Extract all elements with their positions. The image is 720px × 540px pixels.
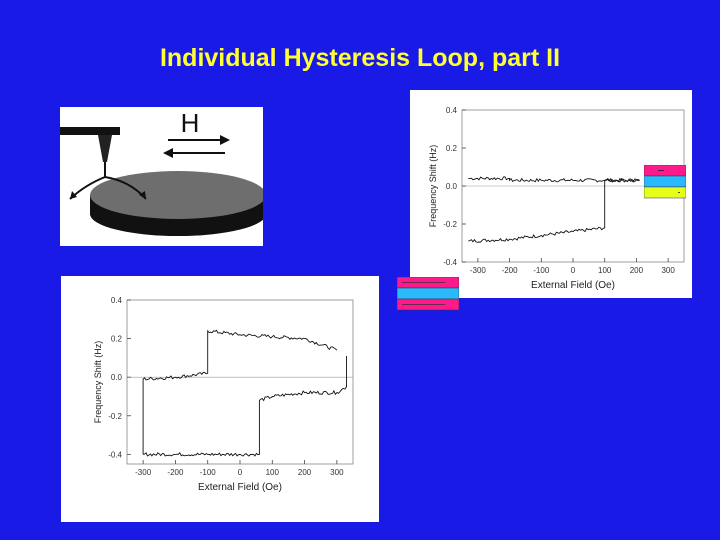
y-tick-label: -0.2 bbox=[443, 220, 457, 229]
y-tick-label: -0.4 bbox=[108, 450, 122, 459]
y-axis-label: Frequency Shift (Hz) bbox=[93, 341, 103, 424]
hysteresis-series-line bbox=[468, 176, 640, 183]
left-arrowhead bbox=[70, 191, 77, 199]
cantilever-illustration: H bbox=[60, 107, 266, 246]
field-arrowhead-right bbox=[220, 135, 230, 145]
x-axis-label: External Field (Oe) bbox=[198, 482, 282, 493]
x-tick-label: -100 bbox=[533, 266, 550, 275]
x-tick-label: 200 bbox=[298, 468, 312, 477]
hysteresis-chart-top-svg: 0.4 0.2 0.0 -0.2 -0.4 -300 -200 -100 0 100 200 300 E… bbox=[428, 106, 685, 291]
x-tick-label: -300 bbox=[470, 266, 487, 275]
y-tick-label: 0.0 bbox=[111, 373, 123, 382]
cyan-layer bbox=[396, 287, 460, 300]
magnetization-stack-left bbox=[396, 276, 460, 316]
y-tick-label: 0.4 bbox=[111, 296, 123, 305]
y-tick-label: 0.4 bbox=[446, 106, 458, 115]
plot-frame bbox=[126, 299, 354, 465]
field-label: H bbox=[181, 108, 200, 138]
y-tick-label: 0.2 bbox=[111, 335, 123, 344]
x-tick-label: 100 bbox=[266, 468, 280, 477]
x-tick-label: 300 bbox=[661, 266, 675, 275]
y-tick-label: 0.0 bbox=[446, 182, 458, 191]
cantilever-beam bbox=[60, 127, 120, 135]
hysteresis-chart-bottom-svg: 0.4 0.2 0.0 -0.2 -0.4 -300 -200 -100 0 100 200 300 E… bbox=[93, 296, 354, 493]
x-tick-label: -200 bbox=[502, 266, 519, 275]
hysteresis-series-line bbox=[468, 177, 640, 243]
disk-top bbox=[90, 171, 266, 219]
x-tick-label: 0 bbox=[238, 468, 243, 477]
x-tick-label: 0 bbox=[571, 266, 576, 275]
y-tick-label: -0.2 bbox=[108, 412, 122, 421]
hysteresis-chart-bottom: 0.4 0.2 0.0 -0.2 -0.4 -300 -200 -100 0 100 200 300 E… bbox=[61, 276, 379, 522]
y-tick-label: 0.2 bbox=[446, 144, 458, 153]
magnetization-stack-right bbox=[643, 164, 687, 204]
right-arrowhead bbox=[139, 191, 146, 199]
cyan-layer bbox=[643, 175, 687, 188]
y-axis-label: Frequency Shift (Hz) bbox=[428, 145, 438, 228]
x-tick-label: -200 bbox=[167, 468, 184, 477]
x-tick-label: 200 bbox=[630, 266, 644, 275]
slide-title: Individual Hysteresis Loop, part II bbox=[159, 44, 561, 72]
hysteresis-series-line bbox=[142, 329, 338, 455]
y-tick-label: -0.4 bbox=[443, 258, 457, 267]
x-tick-label: -100 bbox=[200, 468, 217, 477]
x-tick-label: 300 bbox=[330, 468, 344, 477]
x-axis-label: External Field (Oe) bbox=[531, 280, 615, 291]
cantilever-tip bbox=[98, 135, 112, 162]
hysteresis-series-line bbox=[143, 356, 347, 457]
x-tick-label: 100 bbox=[598, 266, 612, 275]
field-arrowhead-left bbox=[163, 148, 173, 158]
x-tick-label: -300 bbox=[135, 468, 152, 477]
magenta-layer bbox=[643, 164, 687, 177]
